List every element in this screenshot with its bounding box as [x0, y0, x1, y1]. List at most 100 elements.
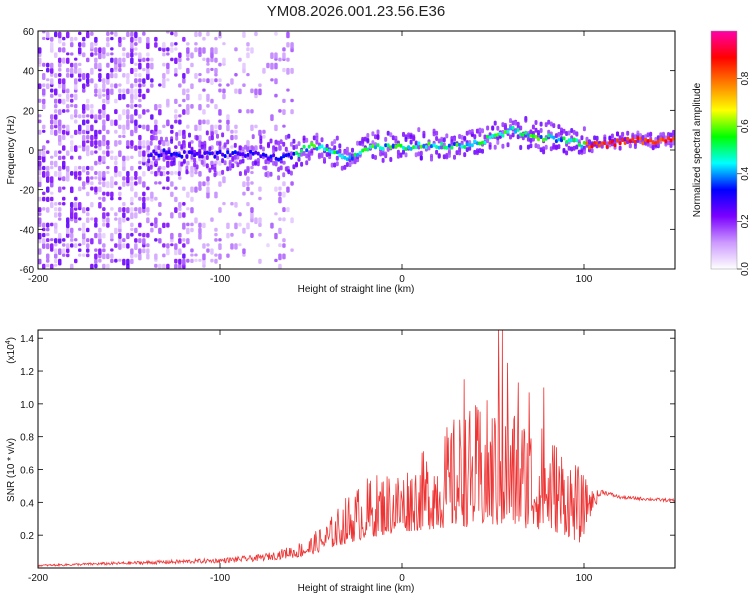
heatmap-cell: [178, 119, 182, 125]
heatmap-cell: [305, 153, 309, 159]
heatmap-cell: [182, 212, 186, 218]
heatmap-cell: [62, 78, 66, 85]
heatmap-cell: [542, 137, 546, 142]
heatmap-cell: [66, 227, 70, 235]
heatmap-cell: [186, 104, 190, 111]
heatmap-cell: [98, 155, 102, 162]
heatmap-cell: [475, 128, 479, 134]
heatmap-cell: [302, 144, 306, 149]
heatmap-cell: [356, 153, 360, 157]
heatmap-cell: [54, 212, 58, 218]
heatmap-cell: [580, 147, 584, 153]
heatmap-cell: [154, 222, 158, 229]
heatmap-cell: [66, 31, 70, 39]
heatmap-cell: [345, 146, 349, 152]
heatmap-cell: [633, 144, 637, 149]
heatmap-cell: [165, 154, 168, 160]
heatmap-cell: [198, 119, 202, 125]
heatmap-cell: [250, 181, 254, 185]
heatmap-cell: [58, 124, 62, 131]
heatmap-cell: [118, 207, 122, 213]
heatmap-cell: [226, 119, 230, 125]
snr-scale-factor: (x104): [5, 337, 17, 364]
heatmap-cell: [58, 83, 62, 89]
heatmap-cell: [54, 238, 58, 244]
heatmap-cell: [233, 142, 237, 148]
heatmap-cell: [62, 243, 66, 247]
heatmap-cell: [330, 141, 334, 147]
heatmap-cell: [146, 124, 150, 132]
heatmap-cell: [195, 151, 199, 156]
heatmap-cell: [286, 31, 290, 39]
heatmap-cell: [74, 36, 78, 41]
heatmap-cell: [102, 140, 106, 147]
heatmap-cell: [130, 36, 134, 43]
heatmap-cell: [134, 181, 138, 186]
heatmap-cell: [82, 73, 86, 80]
heatmap-cell: [315, 139, 319, 145]
heatmap-cell: [58, 150, 62, 154]
heatmap-cell: [206, 104, 210, 108]
heatmap-cell: [106, 212, 110, 217]
heatmap-cell: [54, 73, 58, 78]
heatmap-cell: [509, 126, 512, 131]
heatmap-cell: [62, 248, 66, 254]
heatmap-cell: [246, 186, 250, 192]
heatmap-cell: [90, 78, 94, 84]
heatmap-cell: [162, 47, 166, 52]
heatmap-cell: [138, 134, 142, 141]
heatmap-cell: [432, 131, 436, 137]
heatmap-cell: [66, 243, 70, 249]
heatmap-cell: [170, 31, 174, 36]
heatmap-cell: [315, 135, 319, 141]
heatmap-cell: [213, 172, 217, 178]
heatmap-cell: [122, 62, 126, 68]
heatmap-cell: [284, 166, 288, 172]
heatmap-cell: [246, 222, 250, 230]
heatmap-cell: [130, 181, 134, 188]
heatmap-cell: [214, 227, 218, 232]
heatmap-cell: [94, 140, 98, 146]
heatmap-cell: [206, 93, 210, 101]
heatmap-cell: [70, 93, 74, 98]
heatmap-cell: [190, 165, 194, 173]
heatmap-cell: [646, 132, 650, 138]
heatmap-cell: [110, 253, 114, 259]
heatmap-cell: [86, 238, 90, 243]
heatmap-cell: [575, 144, 579, 150]
heatmap-cell: [150, 222, 154, 227]
heatmap-cell: [122, 181, 126, 187]
heatmap-cell: [475, 141, 479, 146]
heatmap-cell: [178, 57, 182, 63]
heatmap-cell: [659, 132, 663, 138]
heatmap-cell: [38, 258, 42, 265]
heatmap-cell: [66, 93, 70, 100]
heatmap-cell: [62, 83, 66, 91]
heatmap-cell: [258, 232, 262, 237]
heatmap-cell: [114, 73, 118, 79]
heatmap-cell: [126, 176, 130, 184]
heatmap-cell: [250, 124, 254, 131]
heatmap-cell: [236, 151, 240, 156]
heatmap-cell: [256, 151, 260, 156]
spectrogram-y-label: Frequency (Hz): [6, 116, 17, 185]
heatmap-cell: [274, 78, 278, 85]
heatmap-cell: [654, 141, 658, 146]
heatmap-cell: [110, 31, 114, 35]
x-tick-label: -100: [210, 274, 230, 285]
heatmap-cell: [102, 181, 106, 188]
heatmap-cell: [126, 31, 130, 38]
heatmap-cell: [269, 154, 273, 159]
heatmap-cell: [82, 109, 86, 114]
heatmap-cell: [238, 243, 242, 247]
heatmap-cell: [78, 42, 82, 47]
heatmap-cell: [188, 141, 191, 147]
heatmap-cell: [42, 165, 46, 171]
heatmap-cell: [361, 138, 365, 144]
heatmap-cell: [142, 232, 146, 238]
heatmap-cell: [202, 88, 206, 92]
heatmap-cell: [463, 145, 467, 149]
heatmap-cell: [66, 52, 70, 56]
heatmap-cell: [175, 152, 179, 156]
heatmap-cell: [226, 155, 230, 160]
